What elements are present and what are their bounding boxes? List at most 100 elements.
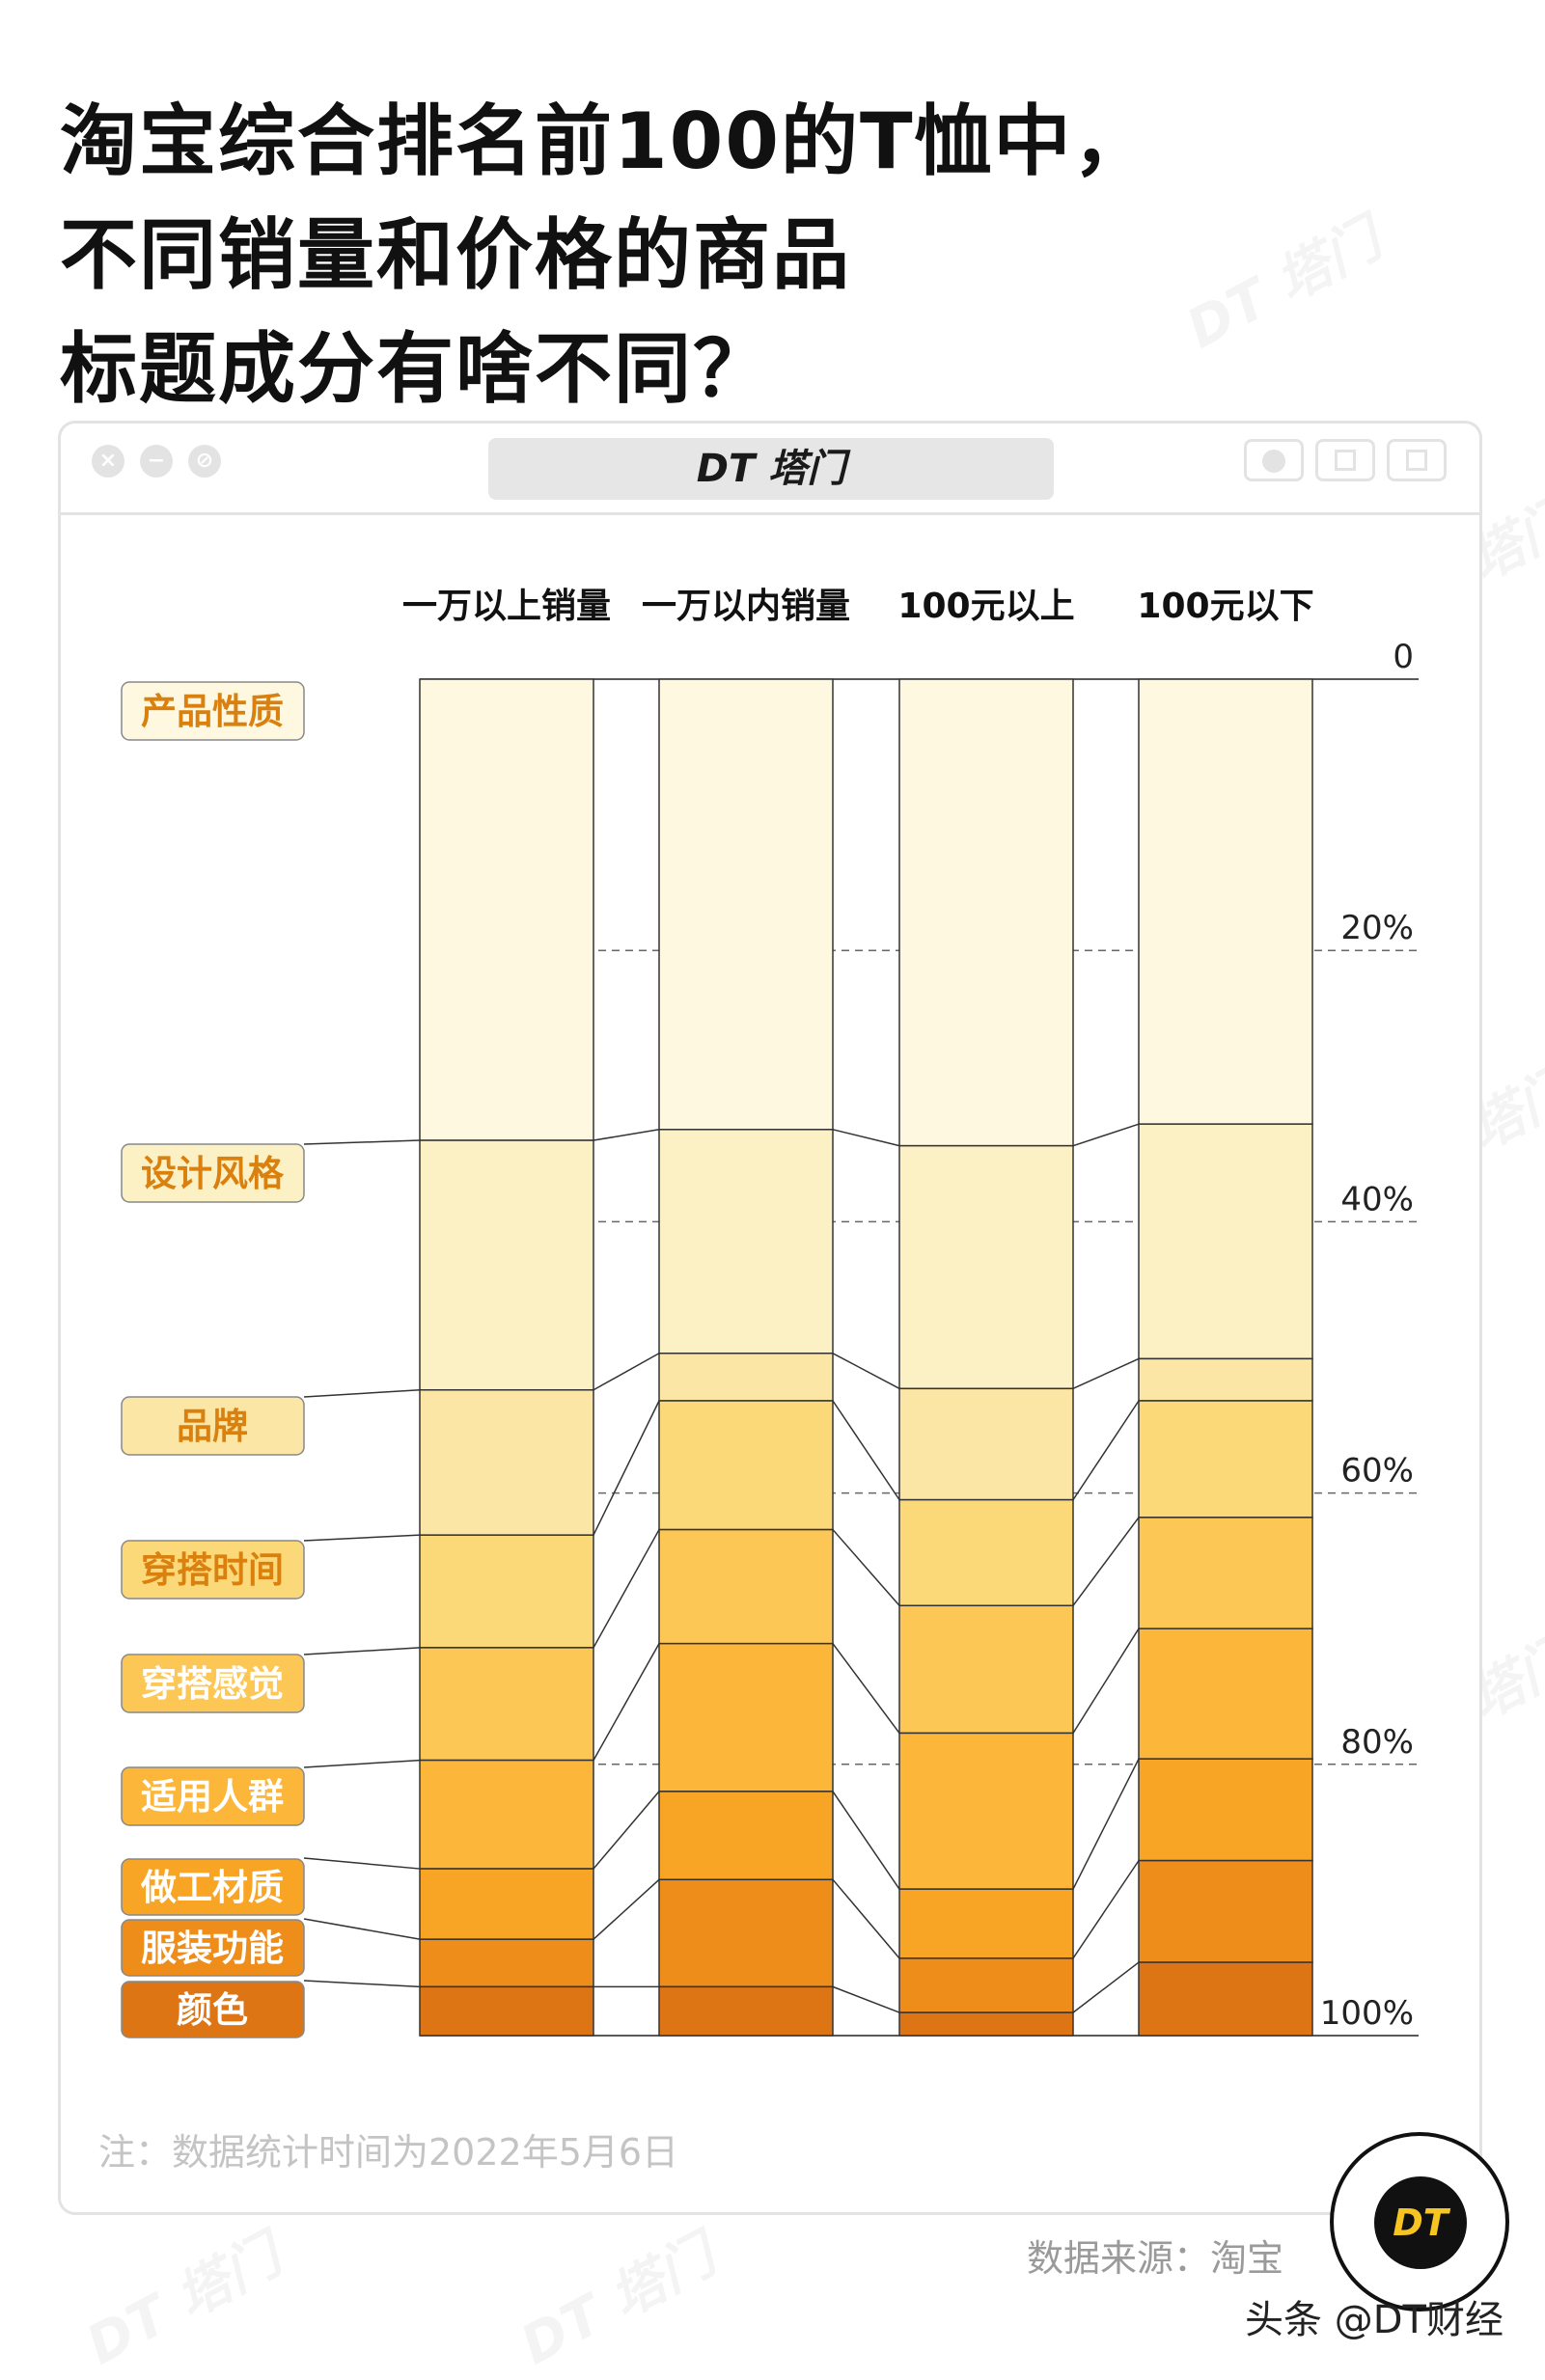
connector-line <box>832 1985 900 2013</box>
bar-segment <box>658 1791 834 1881</box>
bar-segment <box>419 1938 594 1988</box>
bar-segment <box>1138 1123 1313 1360</box>
series-label-box <box>121 1766 305 1826</box>
series-label-box <box>121 1540 305 1600</box>
series-label: 颜色 <box>177 1989 248 2031</box>
series-label: 做工材质 <box>140 1867 284 1908</box>
bar-segment <box>419 678 594 1141</box>
series-label-box <box>121 1919 305 1977</box>
label-connector <box>303 1388 421 1398</box>
bar-segment <box>898 1144 1074 1390</box>
bar-segment <box>419 1759 594 1870</box>
title-line-1: 淘宝综合排名前100的T恤中， <box>60 96 1152 186</box>
bar-segment <box>898 1387 1074 1501</box>
bar-segment <box>1138 1517 1313 1629</box>
connector-line <box>1072 1758 1140 1890</box>
bar-segment <box>419 1388 594 1536</box>
connector-line <box>1072 1357 1140 1390</box>
connector-line <box>1072 1628 1140 1734</box>
y-tick-label: 40% <box>1340 1180 1414 1218</box>
platform-credit: 头条 @DT财经 <box>1245 2298 1504 2342</box>
series-label-box <box>121 1654 305 1713</box>
series-label: 穿搭时间 <box>141 1549 284 1591</box>
bar-segment <box>898 1888 1074 1959</box>
y-tick-label: 20% <box>1340 909 1414 947</box>
series-label: 适用人群 <box>141 1776 284 1818</box>
bar-segment <box>898 1732 1074 1890</box>
connector-line <box>832 1353 900 1390</box>
record-icon[interactable] <box>1244 439 1304 481</box>
close-icon[interactable]: × <box>92 445 124 478</box>
bar-segment <box>898 1604 1074 1735</box>
bar-segment <box>1138 1400 1313 1518</box>
series-label: 品牌 <box>177 1406 248 1447</box>
window-titlebar: × − ⊘ DT 塔门 <box>61 424 1479 515</box>
bar-segment <box>419 1985 594 2037</box>
dt-logo-badge: DT <box>1330 2132 1509 2312</box>
series-label-box <box>121 1981 305 2038</box>
y-tick-label: 80% <box>1340 1723 1414 1762</box>
connector-line <box>832 1400 900 1501</box>
connector-line <box>1072 1961 1140 2013</box>
bar-segment <box>1138 678 1313 1125</box>
category-label: 一万以上销量 <box>402 587 611 626</box>
bar-segment <box>658 678 834 1131</box>
connector-line <box>593 1878 660 1940</box>
connector-line <box>593 1643 660 1761</box>
category-label: 100元以上 <box>897 587 1074 626</box>
connector-line <box>832 1643 900 1734</box>
block-icon[interactable]: ⊘ <box>188 445 221 478</box>
series-label-box <box>121 681 305 741</box>
series-label-box <box>121 1396 305 1456</box>
series-label: 产品性质 <box>141 691 284 732</box>
bar-segment <box>419 1534 594 1649</box>
bar-segment <box>658 1353 834 1402</box>
bar-segment <box>898 678 1074 1147</box>
brand-logo: DT 塔门 <box>488 438 1054 500</box>
bar-segment <box>1138 1628 1313 1760</box>
label-connector <box>303 1759 421 1768</box>
bar-segment <box>419 1139 594 1391</box>
connector-line <box>832 1878 900 1959</box>
connector-line <box>1072 1517 1140 1606</box>
windows-icon[interactable] <box>1387 439 1447 481</box>
connector-line <box>1072 1123 1140 1147</box>
y-tick-label: 100% <box>1320 1994 1414 2033</box>
y-tick-label: 0 <box>1393 638 1414 676</box>
category-label: 100元以下 <box>1137 587 1313 626</box>
bar-segment <box>658 1642 834 1792</box>
connector-line <box>1072 1860 1140 1959</box>
minimize-icon[interactable]: − <box>140 445 173 478</box>
series-label-box <box>121 1143 305 1203</box>
connector-line <box>593 1400 660 1536</box>
connector-line <box>832 1791 900 1890</box>
bar-segment <box>898 2011 1074 2037</box>
data-source: 数据来源：淘宝 <box>1027 2237 1284 2280</box>
series-label-box <box>121 1858 305 1916</box>
series-label: 服装功能 <box>141 1928 284 1969</box>
bar-segment <box>1138 1758 1313 1862</box>
chart-note: 注：数据统计时间为2022年5月6日 <box>98 2131 679 2174</box>
bar-segment <box>1138 1357 1313 1402</box>
bar-segment <box>658 1985 834 2037</box>
series-label: 穿搭感觉 <box>141 1663 284 1705</box>
label-connector <box>303 1980 421 1988</box>
connector-line <box>593 1529 660 1649</box>
bar-segment <box>898 1957 1074 2013</box>
label-connector <box>303 1534 421 1542</box>
series-label: 设计风格 <box>141 1153 285 1194</box>
bar-segment <box>658 1878 834 1988</box>
connector-line <box>593 1129 660 1141</box>
label-connector <box>303 1139 421 1145</box>
bar-segment <box>898 1498 1074 1607</box>
connector-line <box>593 1353 660 1391</box>
share-icon[interactable] <box>1315 439 1375 481</box>
bar-segment <box>658 1400 834 1531</box>
connector-line <box>1072 1400 1140 1501</box>
bar-segment <box>1138 1961 1313 2037</box>
connector-line <box>832 1529 900 1606</box>
connector-line <box>832 1129 900 1147</box>
bar-segment <box>658 1528 834 1645</box>
label-connector <box>303 1647 421 1655</box>
bar-segment <box>419 1868 594 1940</box>
